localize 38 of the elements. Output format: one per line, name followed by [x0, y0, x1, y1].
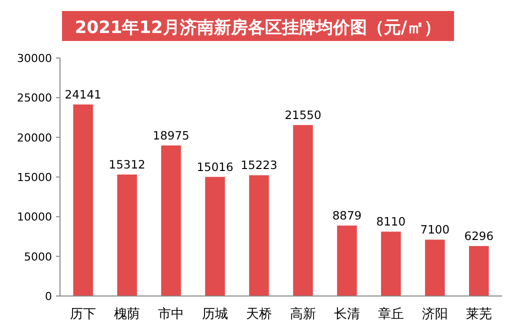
bar: [117, 174, 137, 296]
x-tick-label: 天桥: [246, 307, 272, 322]
data-label: 15312: [108, 158, 146, 172]
x-tick-label: 槐荫: [114, 307, 140, 322]
bar: [425, 240, 445, 296]
bar: [73, 104, 93, 296]
bar: [469, 246, 489, 296]
x-tick-label: 市中: [158, 307, 184, 322]
y-tick-label: 20000: [17, 131, 52, 144]
x-tick-label: 长清: [334, 307, 360, 322]
data-label: 24141: [64, 87, 102, 102]
data-label: 21550: [284, 108, 322, 122]
data-label: 8879: [332, 208, 362, 223]
bar: [337, 226, 357, 296]
chart-title: 2021年12月济南新房各区挂牌均价图（元/㎡）: [74, 18, 442, 38]
x-tick-label: 历下: [70, 307, 96, 322]
bar: [249, 175, 269, 296]
bar: [293, 125, 313, 296]
data-label: 15016: [196, 160, 234, 174]
bar: [205, 176, 225, 296]
y-tick-label: 0: [45, 290, 52, 303]
data-label: 6296: [464, 229, 494, 244]
data-label: 8110: [376, 214, 406, 229]
bar: [381, 232, 401, 296]
x-tick-label: 章丘: [378, 307, 404, 322]
data-label: 7100: [420, 222, 450, 237]
bar: [161, 145, 181, 296]
y-tick-label: 25000: [17, 92, 52, 105]
y-tick-label: 15000: [17, 171, 52, 184]
y-tick-label: 30000: [17, 52, 52, 65]
x-tick-label: 高新: [290, 306, 316, 322]
data-label: 15223: [240, 158, 278, 172]
x-tick-label: 莱芜: [466, 307, 492, 322]
x-tick-label: 济阳: [422, 307, 448, 322]
y-tick-label: 5000: [24, 250, 52, 264]
data-label: 18975: [152, 128, 190, 142]
y-tick-label: 10000: [17, 210, 52, 224]
x-tick-label: 历城: [202, 307, 228, 322]
